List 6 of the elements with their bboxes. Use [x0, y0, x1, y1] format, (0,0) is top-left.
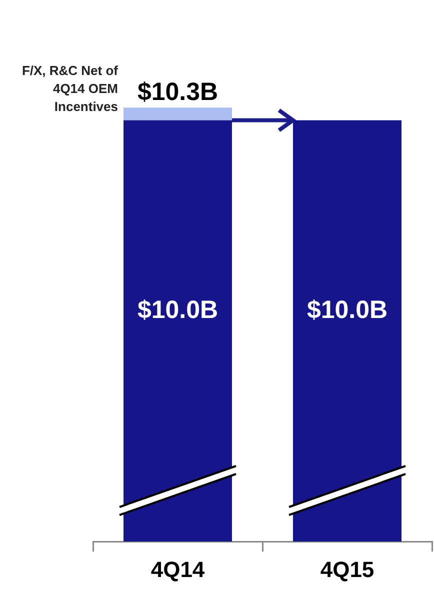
data-label: $10.0B [306, 296, 388, 324]
x-tick-label: 4Q15 [320, 556, 374, 582]
annotation: F/X, R&C Net of 4Q14 OEM Incentives [20, 62, 118, 116]
x-tick-label: 4Q14 [150, 556, 206, 582]
total-label: $10.3B [137, 78, 218, 106]
data-label: $10.0B [137, 296, 218, 324]
